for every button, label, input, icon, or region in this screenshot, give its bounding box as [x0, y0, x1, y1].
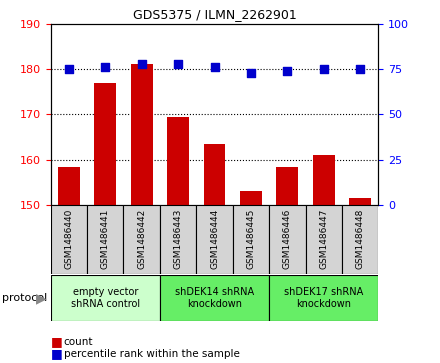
Bar: [196, 205, 233, 274]
Bar: [342, 205, 378, 274]
Text: GSM1486448: GSM1486448: [356, 208, 365, 269]
Bar: [94, 82, 116, 205]
Point: [211, 64, 218, 70]
Text: GSM1486443: GSM1486443: [173, 208, 183, 269]
Point: [102, 64, 109, 70]
Bar: [313, 155, 335, 205]
Bar: [124, 205, 160, 274]
Title: GDS5375 / ILMN_2262901: GDS5375 / ILMN_2262901: [132, 8, 297, 21]
Text: GSM1486440: GSM1486440: [64, 208, 73, 269]
Point: [175, 61, 182, 66]
Text: GSM1486445: GSM1486445: [246, 208, 256, 269]
Text: shDEK17 shRNA
knockdown: shDEK17 shRNA knockdown: [284, 287, 363, 309]
Bar: [167, 117, 189, 205]
Text: GSM1486446: GSM1486446: [283, 208, 292, 269]
Bar: [51, 205, 87, 274]
Bar: [87, 205, 124, 274]
Point: [357, 66, 364, 72]
Text: ■: ■: [51, 347, 62, 360]
Text: count: count: [64, 337, 93, 347]
Text: percentile rank within the sample: percentile rank within the sample: [64, 349, 240, 359]
Bar: [305, 205, 342, 274]
Bar: [204, 144, 225, 205]
Bar: [233, 205, 269, 274]
Text: protocol: protocol: [2, 293, 48, 303]
Point: [284, 68, 291, 74]
Bar: [240, 192, 262, 205]
Point: [320, 66, 327, 72]
Text: ▶: ▶: [36, 291, 46, 305]
Bar: [160, 205, 196, 274]
Text: GSM1486444: GSM1486444: [210, 208, 219, 269]
Bar: [160, 275, 269, 321]
Bar: [51, 275, 160, 321]
Text: ■: ■: [51, 335, 62, 348]
Point: [138, 61, 145, 66]
Bar: [58, 167, 80, 205]
Bar: [269, 205, 305, 274]
Text: GSM1486442: GSM1486442: [137, 208, 146, 269]
Bar: [276, 167, 298, 205]
Text: shDEK14 shRNA
knockdown: shDEK14 shRNA knockdown: [175, 287, 254, 309]
Text: GSM1486441: GSM1486441: [101, 208, 110, 269]
Text: GSM1486447: GSM1486447: [319, 208, 328, 269]
Bar: [131, 65, 153, 205]
Point: [247, 70, 254, 76]
Point: [65, 66, 72, 72]
Bar: [349, 198, 371, 205]
Bar: [269, 275, 378, 321]
Text: empty vector
shRNA control: empty vector shRNA control: [71, 287, 140, 309]
